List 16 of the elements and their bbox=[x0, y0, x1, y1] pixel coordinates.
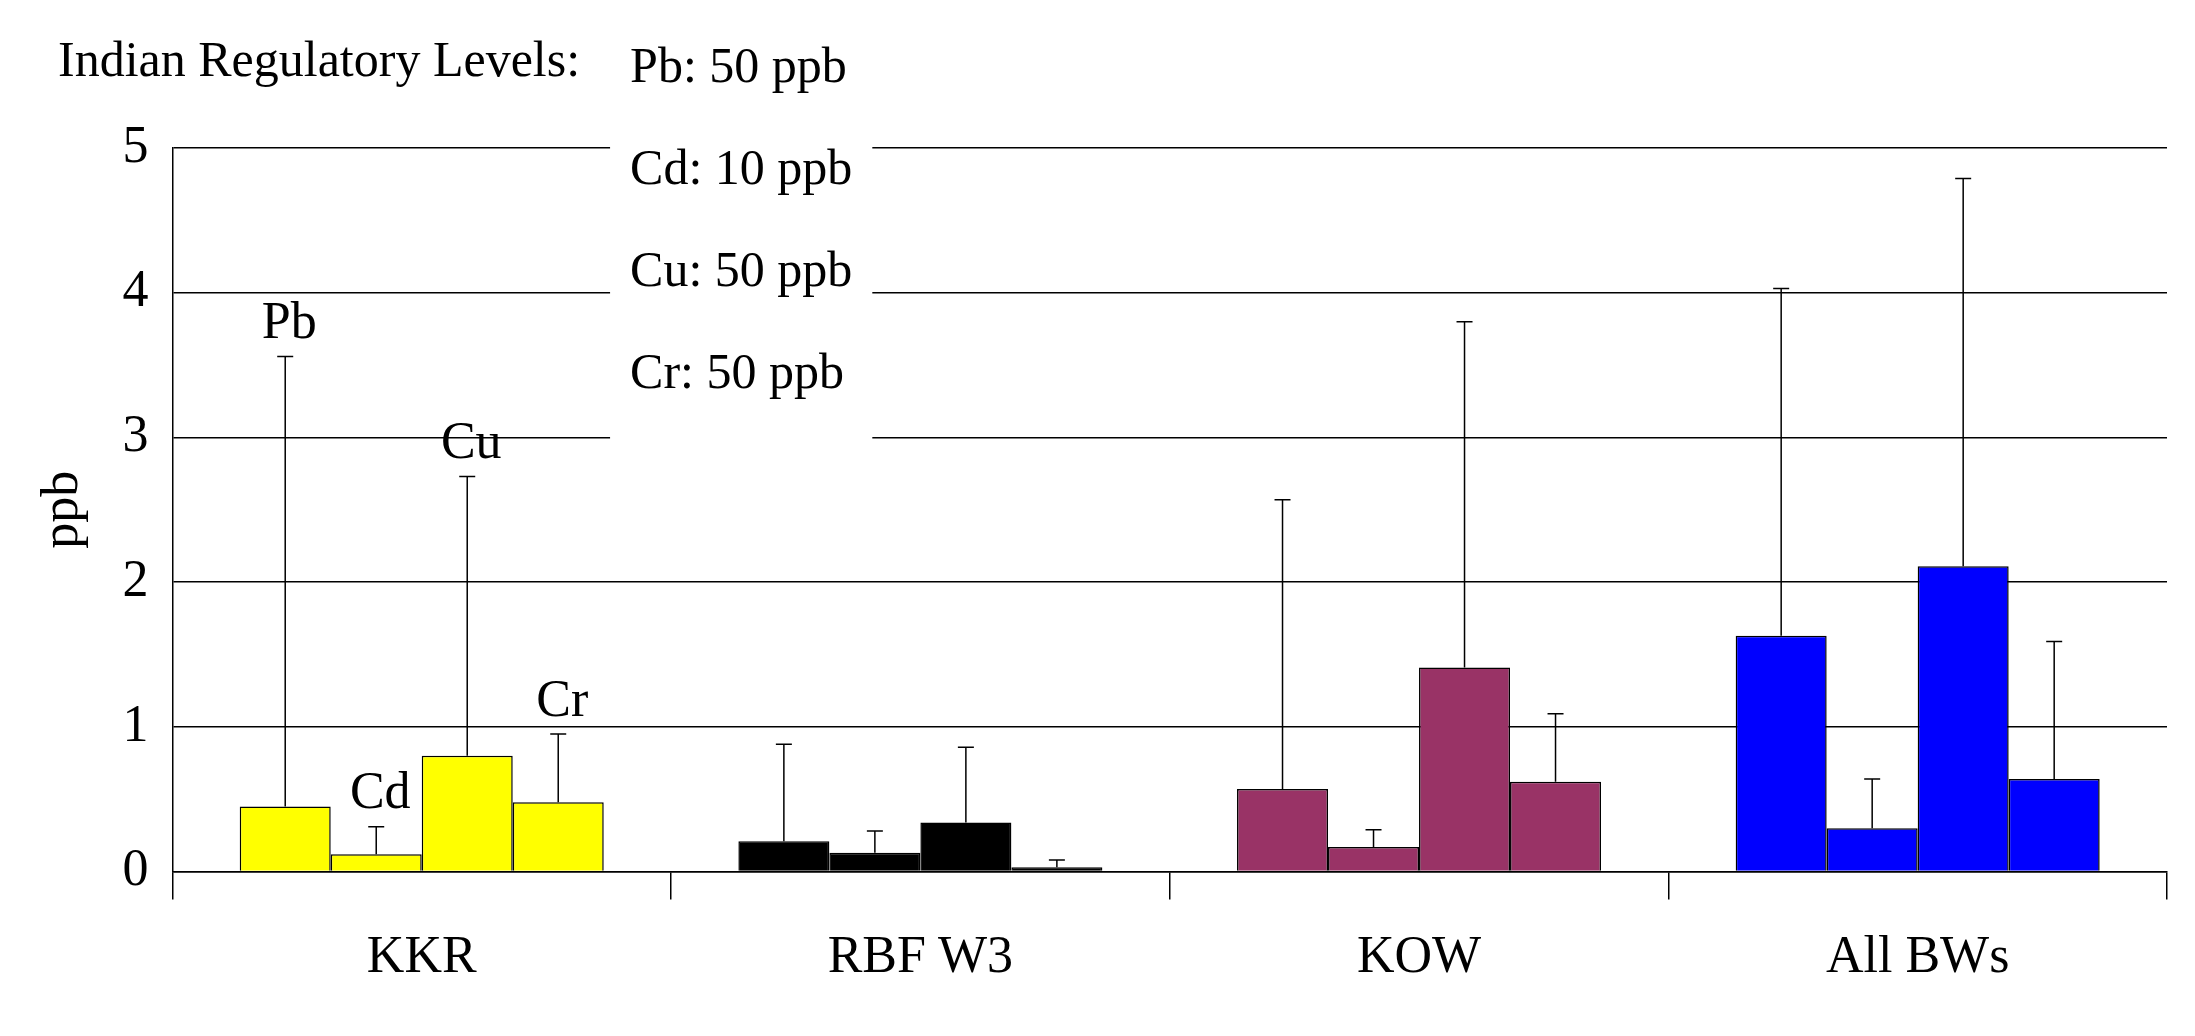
annotation: Cr bbox=[536, 669, 589, 727]
x-tick-label: RBF W3 bbox=[827, 926, 1014, 984]
y-tick-label: 4 bbox=[122, 260, 149, 318]
y-tick-label: 2 bbox=[122, 549, 149, 607]
y-tick-label: 5 bbox=[122, 115, 149, 173]
x-tick-label: All BWs bbox=[1825, 926, 2010, 984]
y-tick-label: 3 bbox=[122, 405, 149, 463]
text: Pb: 50 ppb Cd: 10 ppb Cu: 50 ppb Cr: 50 ppb bbox=[630, 37, 853, 400]
x-tick-label: KKR bbox=[366, 926, 477, 984]
y-tick-label: 0 bbox=[122, 839, 149, 897]
annotation: Cd bbox=[349, 762, 411, 820]
x-tick-label: KOW bbox=[1356, 926, 1482, 984]
chart-title: Indian Regulatory Levels: bbox=[58, 31, 581, 88]
annotation: Pb bbox=[261, 292, 317, 350]
y-tick-label: 1 bbox=[122, 694, 149, 752]
y-axis-title: ppb bbox=[30, 470, 88, 549]
